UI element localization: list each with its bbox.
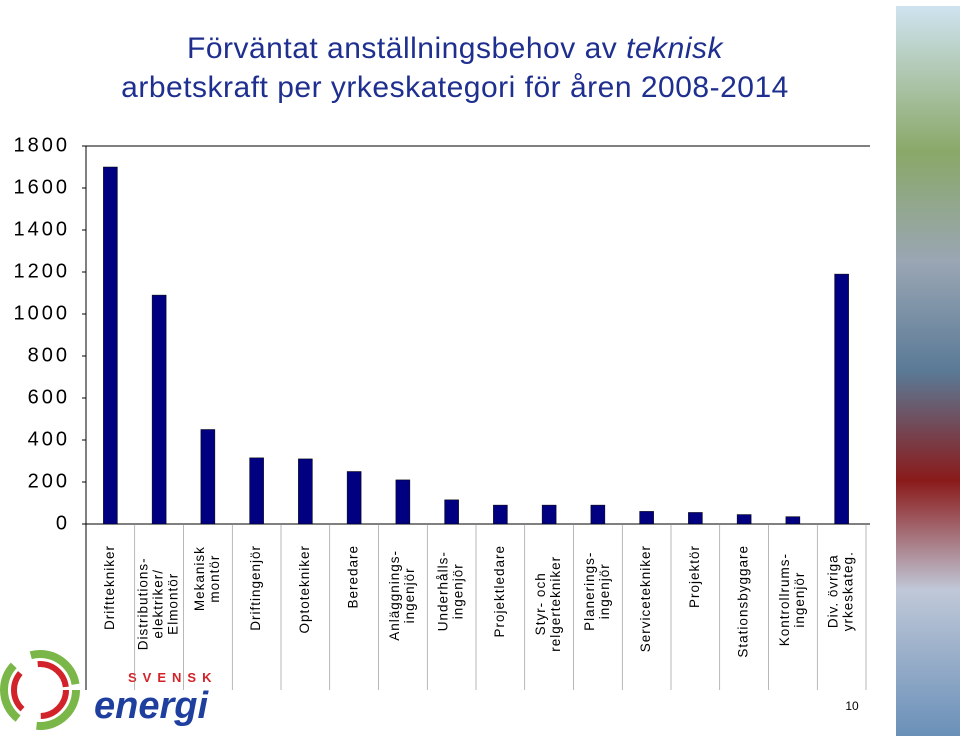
title-line-1: Förväntat anställningsbehov av teknisk <box>187 32 724 65</box>
bar <box>200 429 216 525</box>
logo-ring <box>11 661 69 719</box>
bar <box>590 504 606 525</box>
x-tick-label: ingenjör <box>451 563 466 619</box>
x-tick-label: yrkeskateg. <box>841 551 856 631</box>
y-tick-label: 600 <box>28 386 70 408</box>
bar <box>834 273 849 525</box>
x-tick-label: Stationsbyggare <box>736 545 751 658</box>
page-number: 10 <box>845 699 859 713</box>
x-tick-label: Anläggnings- <box>387 550 402 641</box>
y-tick-label: 400 <box>28 428 70 450</box>
x-tick-label: Kontrollrums- <box>777 553 792 646</box>
x-tick-label: Optotekniker <box>297 545 312 634</box>
bar <box>444 499 459 525</box>
x-tick-label: Distributions- <box>136 557 151 650</box>
title-line-2: arbetskraft per yrkeskategori för åren 2… <box>121 71 789 104</box>
x-tick-label: elektriker/ <box>151 569 166 639</box>
logo-top: SVENSK <box>128 670 217 685</box>
x-tick-label: Underhålls- <box>436 551 451 631</box>
bar <box>346 471 362 525</box>
x-tick-label: Div. övriga <box>826 554 841 628</box>
x-tick-label: Beredare <box>346 545 361 609</box>
x-tick-label: Drifttekniker <box>102 545 117 630</box>
x-tick-label: Projektledare <box>492 545 507 638</box>
y-tick-label: 1800 <box>14 134 71 156</box>
bar <box>541 504 557 525</box>
y-tick-label: 0 <box>56 512 70 534</box>
bar <box>736 514 752 525</box>
x-tick-label: Planerings- <box>582 552 597 631</box>
x-tick-label: Driftingenjör <box>248 545 263 631</box>
y-tick-label: 200 <box>28 470 70 492</box>
photo-strip <box>896 6 960 736</box>
logo-ring <box>0 650 80 730</box>
bar <box>639 511 654 525</box>
x-tick-label: Projektör <box>687 545 702 608</box>
bar <box>298 458 313 525</box>
x-tick-label: Servicetekniker <box>638 545 653 652</box>
y-tick-label: 1400 <box>14 218 71 240</box>
x-tick-label: ingenjör <box>597 563 612 619</box>
y-tick-label: 1000 <box>14 302 71 324</box>
x-tick-label: Elmontör <box>166 573 181 635</box>
x-tick-label: ingenjör <box>792 572 807 628</box>
x-tick-label: ingenjör <box>402 567 417 623</box>
x-tick-label: relgertekniker <box>548 556 563 652</box>
bar <box>493 504 508 525</box>
logo-bottom: energi <box>94 685 209 727</box>
logo: SVENSK energi <box>0 650 217 730</box>
bar <box>395 479 411 525</box>
bar <box>103 166 118 525</box>
x-tick-label: Mekanisk <box>192 546 207 611</box>
y-tick-label: 1600 <box>14 176 71 198</box>
bar <box>151 294 167 525</box>
x-tick-label: montör <box>207 555 222 603</box>
bar <box>785 516 801 525</box>
bar <box>688 512 703 525</box>
x-tick-label: Styr- och <box>533 572 548 635</box>
y-tick-label: 800 <box>28 344 70 366</box>
y-tick-label: 1200 <box>14 260 71 282</box>
bar <box>249 457 264 525</box>
title-text: Förväntat anställningsbehov av <box>187 32 617 65</box>
title-emphasis: teknisk <box>626 32 724 65</box>
